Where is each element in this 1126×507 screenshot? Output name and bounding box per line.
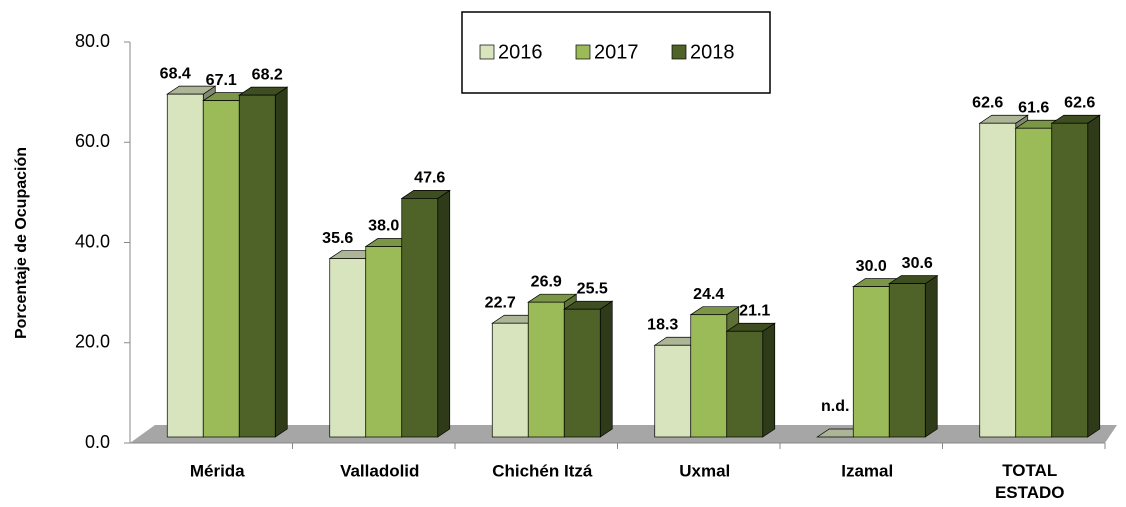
bar [1051,122,1089,438]
value-label: 62.6 [972,94,1003,111]
legend-swatch [479,44,495,60]
bar [852,286,890,438]
value-label: 22.7 [485,294,516,311]
bar-side [762,322,776,438]
value-label: 30.0 [856,258,887,275]
y-tick-label: 40.0 [75,231,110,251]
legend [461,11,771,94]
value-label: 61.6 [1018,99,1049,116]
bar [979,122,1017,438]
bar [202,100,240,438]
value-label: 25.5 [577,280,608,297]
bar [329,258,367,438]
bar-side [437,189,451,438]
x-tick-label: TOTAL ESTADO [995,461,1065,502]
bar [401,198,439,438]
x-tick-label: Chichén Itzá [492,461,593,480]
y-tick-label: 60.0 [75,131,110,151]
x-tick-label: Izamal [841,461,893,480]
bar-side [599,300,613,438]
value-label: 26.9 [531,273,562,290]
bar-side [1087,114,1101,438]
bar [365,246,403,438]
y-tick-label: 80.0 [75,31,110,51]
value-label: 35.6 [322,230,353,247]
x-tick-label: Valladolid [340,461,419,480]
bar-side [924,274,938,438]
value-label: n.d. [821,398,849,415]
bar [238,94,276,438]
value-label: 47.6 [414,170,445,187]
x-tick-label: Mérida [190,461,245,480]
value-label: 68.2 [252,66,283,83]
value-label: 21.1 [739,302,770,319]
legend-label: 2017 [594,41,639,63]
y-tick-label: 0.0 [85,432,110,452]
bar-side [274,86,288,438]
value-label: 24.4 [693,286,724,303]
bar [726,330,764,438]
value-label: 38.0 [368,218,399,235]
value-label: 67.1 [206,72,237,89]
bar [888,283,926,438]
value-label: 18.3 [647,316,678,333]
bar [690,314,728,438]
bar [563,308,601,438]
value-label: 68.4 [160,65,191,82]
y-tick-label: 20.0 [75,332,110,352]
bar [166,93,204,438]
bar [654,344,692,438]
y-axis-label: Porcentaje de Ocupación [13,147,30,339]
legend-swatch [671,44,687,60]
x-tick-label: Uxmal [679,461,730,480]
value-label: 62.6 [1064,94,1095,111]
legend-label: 2016 [498,41,543,63]
bar [1015,127,1053,438]
legend-label: 2018 [690,41,735,63]
legend-swatch [575,44,591,60]
bar [527,301,565,438]
value-label: 30.6 [902,255,933,272]
bar [491,322,529,438]
